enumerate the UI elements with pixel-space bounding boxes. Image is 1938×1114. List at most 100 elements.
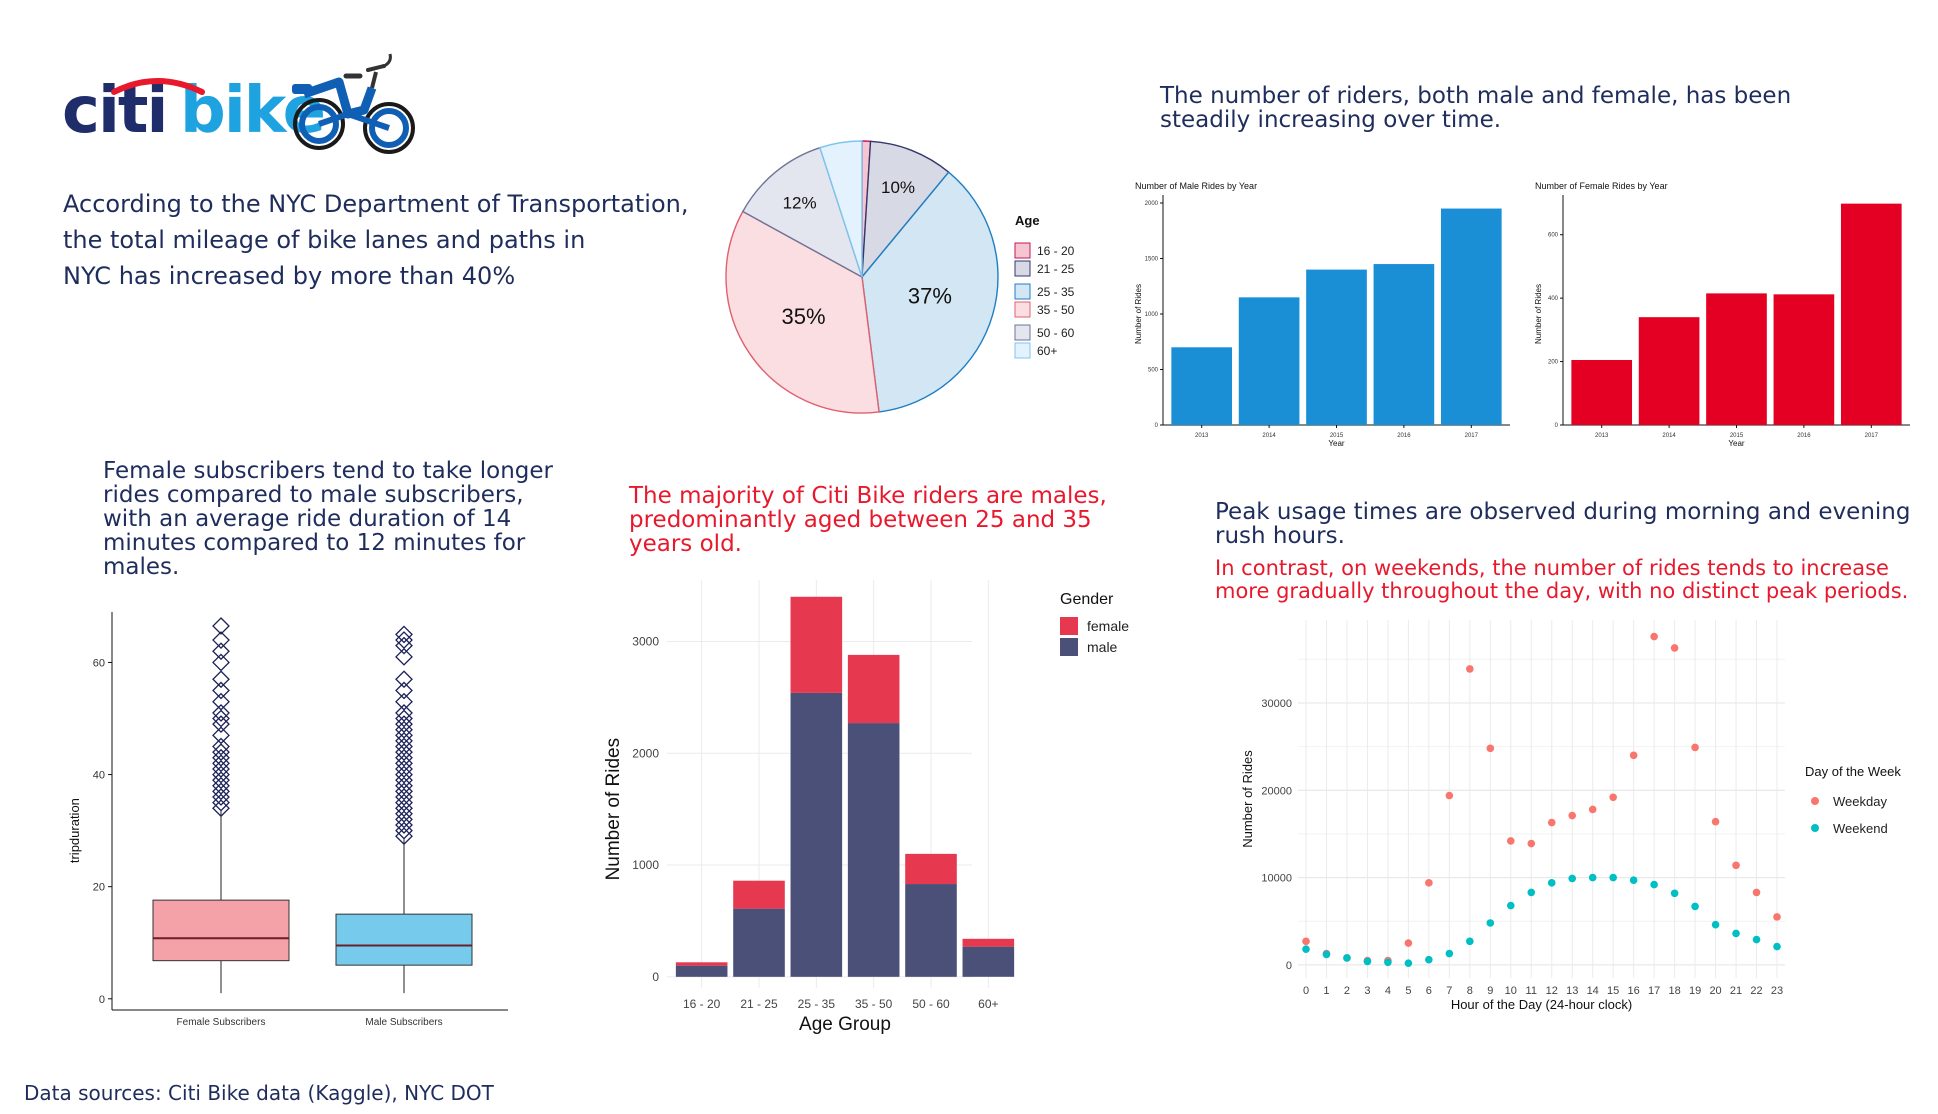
x-tick-label: 15 xyxy=(1607,985,1619,997)
agegender-caption-line: years old. xyxy=(629,531,742,557)
legend-label: female xyxy=(1087,618,1129,634)
outlier-point xyxy=(212,653,230,672)
y-tick-label: 500 xyxy=(1148,368,1159,374)
box xyxy=(335,913,473,966)
pie-legend-swatch xyxy=(1014,283,1031,300)
outlier-point xyxy=(395,692,413,711)
pie-legend-swatch xyxy=(1014,260,1031,277)
peak-caption: Peak usage times are observed during mor… xyxy=(1215,500,1915,548)
outlier-point xyxy=(395,743,413,762)
outlier-point xyxy=(395,636,413,655)
y-tick-label: 60 xyxy=(93,657,105,669)
pie-slice-label: 35% xyxy=(781,304,825,329)
peak-caption-line: Peak usage times are observed during mor… xyxy=(1215,499,1911,525)
y-tick-label: 200 xyxy=(1548,360,1559,366)
outlier-point xyxy=(212,748,230,767)
scatter-point xyxy=(1302,945,1310,953)
intro-line: the total mileage of bike lanes and path… xyxy=(63,226,586,254)
x-tick-label: 2013 xyxy=(1595,433,1609,439)
outlier-point xyxy=(212,776,230,795)
legend-label: Weekend xyxy=(1833,821,1888,836)
scatter-point xyxy=(1404,959,1413,967)
bar-male xyxy=(905,884,957,977)
scatter-point xyxy=(1466,937,1474,946)
y-tick-label: 0 xyxy=(99,994,105,1006)
x-tick-label: 16 xyxy=(1628,985,1640,997)
outlier-point xyxy=(395,726,413,745)
x-tick-label: 7 xyxy=(1446,985,1452,997)
trend-caption-line: The number of riders, both male and fema… xyxy=(1160,83,1792,109)
outlier-point xyxy=(395,782,413,801)
outlier-point xyxy=(395,754,413,773)
outlier-point xyxy=(395,748,413,767)
outlier-point xyxy=(395,720,413,739)
scatter-point xyxy=(1568,811,1577,820)
legend-title: Gender xyxy=(1060,591,1114,608)
y-tick-label: 600 xyxy=(1548,233,1559,239)
scatter-point xyxy=(1445,791,1454,800)
y-tick-label: 1000 xyxy=(1145,312,1159,318)
x-tick-label: 2014 xyxy=(1262,433,1276,439)
bar-male xyxy=(790,692,843,977)
bar xyxy=(1773,294,1835,425)
y-tick-label: 0 xyxy=(1155,423,1159,429)
scatter-point xyxy=(1343,954,1351,962)
bar xyxy=(1638,317,1700,425)
male-rides-chart: Number of Male Rides by Year 0 500 1000 1500… xyxy=(1134,181,1510,448)
scatter-point xyxy=(1425,955,1433,964)
duration-caption-line: with an average ride duration of 14 xyxy=(103,506,512,532)
pie-slice-label: 10% xyxy=(881,178,915,197)
scatter-point xyxy=(1363,957,1372,966)
bar xyxy=(1706,293,1767,425)
age-gender-stacked-chart: 0 1000 2000 3000 16 - 20 21 - 25 25 - 35 35 - 5… xyxy=(603,580,1129,1035)
bar-female xyxy=(790,596,843,693)
scatter-point xyxy=(1629,751,1638,760)
outlier-point xyxy=(212,765,230,784)
y-axis-label: Number of Rides xyxy=(603,738,624,881)
bar xyxy=(1171,347,1233,425)
scatter-point xyxy=(1732,861,1740,870)
x-tick-label: 2017 xyxy=(1465,433,1479,439)
scatter-point xyxy=(1752,888,1761,897)
scatter-point xyxy=(1773,942,1781,951)
age-pie-chart: 10% 37% 35% 12% Age 16 - 20 21 - 25 25 - 35 35 -… xyxy=(725,140,1075,414)
intro-line: NYC has increased by more than 40% xyxy=(63,262,516,290)
x-axis-label: Year xyxy=(1328,439,1345,448)
y-axis-label: tripduration xyxy=(67,798,82,863)
outlier-point xyxy=(212,670,230,689)
x-tick-label: 3 xyxy=(1364,985,1370,997)
y-tick-label: 0 xyxy=(1555,423,1559,429)
outlier-point xyxy=(395,793,413,812)
scatter-point xyxy=(1732,929,1740,938)
outlier-point xyxy=(395,625,413,644)
scatter-point xyxy=(1650,632,1658,641)
x-tick-label: 14 xyxy=(1587,985,1599,997)
outlier-point xyxy=(212,681,230,700)
x-tick-label: 2013 xyxy=(1195,433,1209,439)
outlier-point xyxy=(212,760,230,778)
y-tick-label: 1000 xyxy=(632,858,659,872)
scatter-point xyxy=(1670,644,1679,652)
agegender-caption: The majority of Citi Bike riders are mal… xyxy=(629,484,1189,556)
scatter-point xyxy=(1547,879,1556,887)
y-tick-label: 0 xyxy=(1286,960,1292,972)
outlier-point xyxy=(212,771,230,790)
outlier-point xyxy=(212,709,230,728)
weekend-caption-line: more gradually throughout the day, with … xyxy=(1215,579,1909,603)
outlier-point xyxy=(395,715,413,734)
x-tick-label: 21 xyxy=(1730,985,1742,997)
x-tick-label: 23 xyxy=(1771,985,1783,997)
outlier-point xyxy=(212,692,230,711)
y-tick-label: 400 xyxy=(1548,296,1559,302)
pie-legend-label: 21 - 25 xyxy=(1037,262,1075,276)
outlier-point xyxy=(212,617,230,635)
x-tick-label: 16 - 20 xyxy=(683,997,721,1011)
bar-male xyxy=(962,946,1015,977)
outlier-point xyxy=(212,743,230,762)
pie-legend-swatch xyxy=(1014,301,1031,318)
outlier-point xyxy=(212,737,230,756)
outlier-point xyxy=(395,821,413,840)
x-tick-label: 9 xyxy=(1487,985,1493,997)
scatter-point xyxy=(1588,805,1597,814)
scatter-point xyxy=(1302,937,1310,946)
